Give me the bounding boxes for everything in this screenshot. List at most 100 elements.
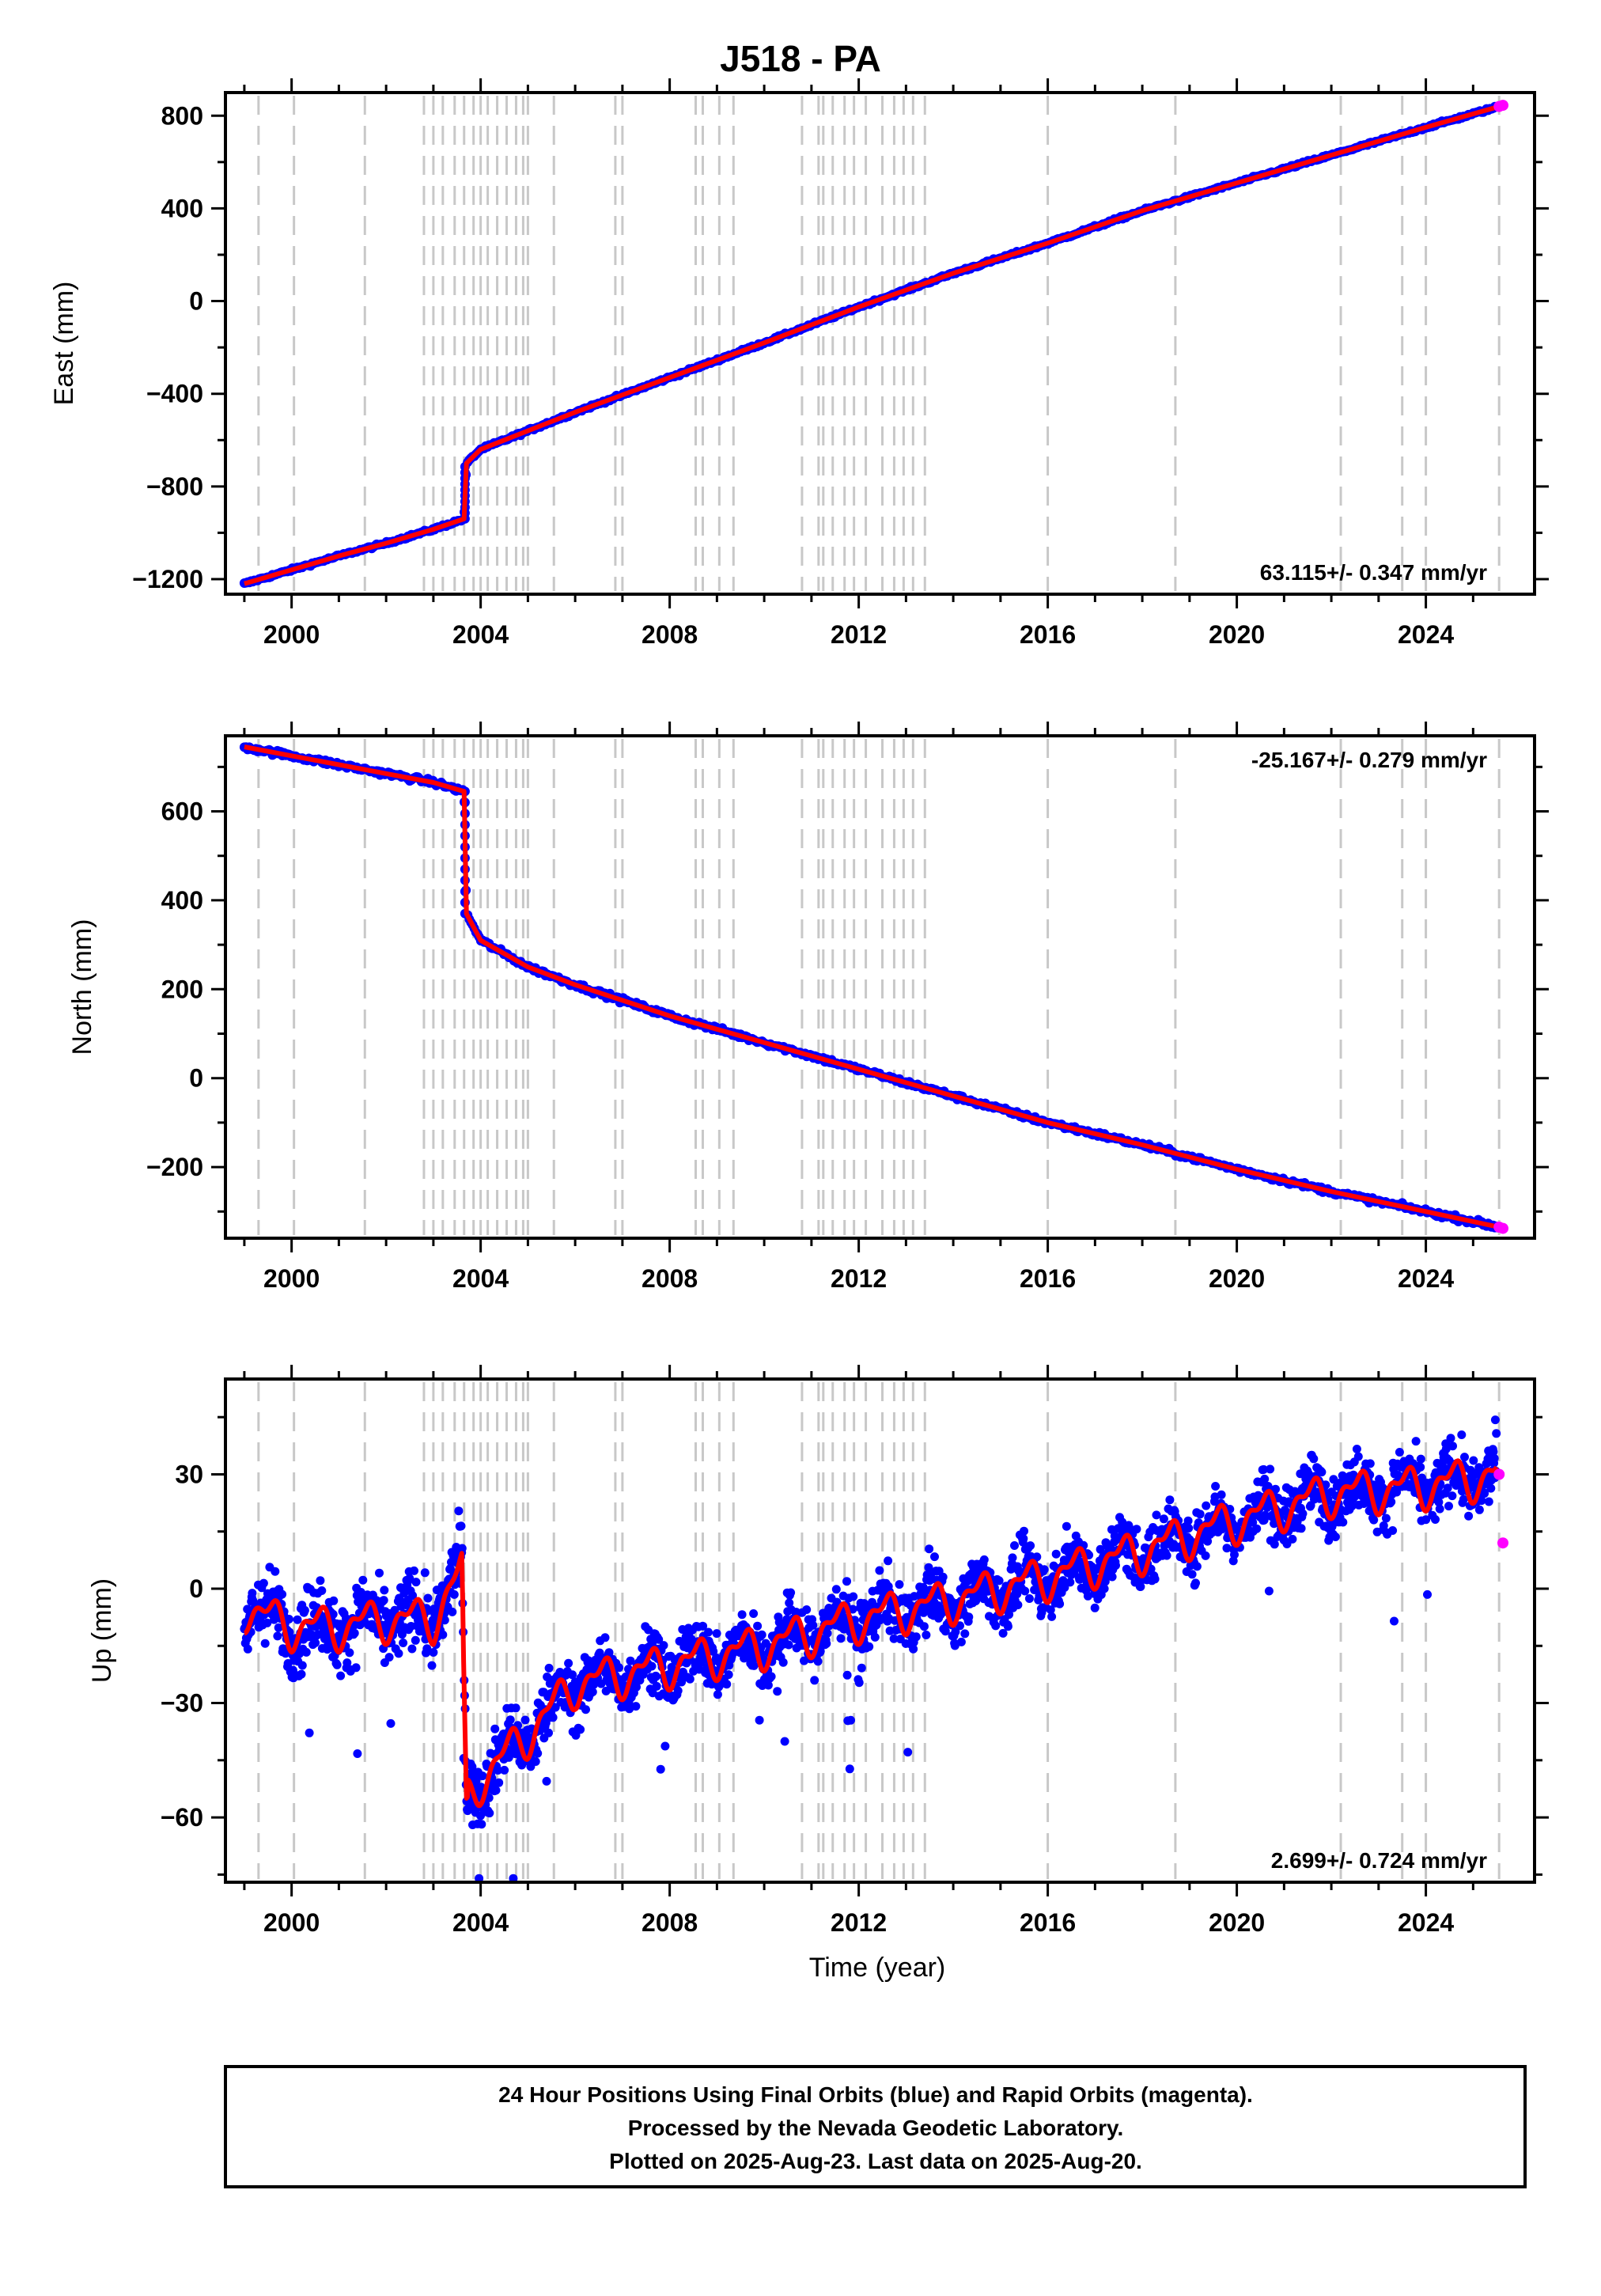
final-orbit-point (763, 1680, 773, 1690)
final-orbit-point (784, 1640, 793, 1650)
panel-frame (224, 734, 1536, 1240)
y-tick-label: −400 (146, 380, 203, 408)
final-orbit-point (604, 1648, 614, 1658)
final-orbit-point (857, 1663, 866, 1673)
final-orbit-point (509, 1874, 518, 1883)
caption-line-3: Plotted on 2025-Aug-23. Last data on 202… (609, 2149, 1142, 2173)
final-orbit-point (938, 1572, 948, 1582)
final-orbit-point (1020, 1526, 1028, 1536)
final-orbit-point (956, 1637, 966, 1646)
final-orbit-point (626, 1656, 635, 1665)
final-orbit-point (316, 1576, 325, 1586)
final-orbit-point (1259, 1464, 1268, 1474)
final-orbit-point (1051, 1549, 1061, 1559)
final-orbit-point (1392, 1487, 1402, 1497)
final-orbit-point (350, 1628, 359, 1638)
final-orbit-point (1369, 1515, 1379, 1525)
final-orbit-point (484, 1793, 494, 1802)
final-orbit-point (520, 1715, 530, 1725)
final-orbit-point (408, 1591, 418, 1601)
final-orbit-point (1329, 1475, 1338, 1484)
final-orbit-point (297, 1661, 307, 1670)
x-tick-label: 2016 (1020, 620, 1076, 649)
final-orbit-point (1191, 1578, 1200, 1588)
final-orbit-point (704, 1627, 713, 1637)
final-orbit-point (1107, 1572, 1117, 1582)
final-orbit-point (924, 1563, 933, 1572)
final-orbit-point (467, 1762, 477, 1771)
final-orbit-point (576, 1725, 585, 1734)
final-orbit-point (652, 1672, 661, 1681)
final-orbit-point (533, 1749, 543, 1758)
final-orbit-point (1202, 1501, 1211, 1510)
final-orbit-point (397, 1630, 407, 1639)
final-orbit-point (311, 1638, 320, 1647)
final-orbit-point (440, 1616, 449, 1625)
final-orbit-point (1353, 1452, 1363, 1461)
rapid-orbit-points (1493, 100, 1508, 112)
final-orbit-point (278, 1589, 287, 1599)
final-orbit-point (1416, 1454, 1425, 1464)
final-orbit-point (865, 1642, 874, 1651)
final-orbit-point (1411, 1437, 1421, 1446)
final-orbit-point (648, 1688, 657, 1698)
final-orbit-point (1187, 1570, 1197, 1579)
final-orbit-point (889, 1634, 899, 1643)
final-orbit-point (259, 1578, 268, 1588)
final-orbit-point (263, 1618, 272, 1627)
final-orbit-point (485, 1809, 494, 1818)
final-orbit-point (1330, 1533, 1340, 1541)
final-orbit-point (1046, 1605, 1055, 1615)
final-orbit-point (490, 1724, 500, 1733)
final-orbit-point (1184, 1524, 1194, 1533)
final-orbit-point (1459, 1495, 1468, 1504)
final-orbit-point (1492, 1429, 1501, 1438)
caption-line-1: 24 Hour Positions Using Final Orbits (bl… (498, 2082, 1253, 2107)
final-orbit-point (343, 1658, 352, 1668)
final-orbit-point (773, 1687, 782, 1696)
final-orbit-point (673, 1686, 683, 1695)
final-orbit-point (305, 1728, 314, 1737)
caption-box (224, 2065, 1527, 2188)
final-orbit-point (1100, 1577, 1110, 1586)
final-orbit-point (1484, 1497, 1493, 1506)
final-orbit-point (544, 1663, 554, 1673)
final-orbit-point (588, 1688, 597, 1696)
final-orbit-point (1421, 1515, 1431, 1525)
final-orbit-point (785, 1598, 794, 1608)
x-tick-label: 2008 (642, 1908, 698, 1937)
final-orbit-point (1201, 1551, 1210, 1560)
x-tick-label: 2004 (452, 1908, 509, 1937)
north-panel: 2000 2004 2008 2012 2016 2020 2024 −200 0 200 400 6… (67, 722, 1549, 1293)
final-orbit-points (239, 101, 1503, 588)
final-orbit-point (429, 1648, 438, 1657)
model-line (244, 104, 1501, 586)
y-tick-label: −200 (146, 1153, 203, 1181)
final-orbit-point (755, 1715, 764, 1725)
final-orbit-point (351, 1663, 361, 1673)
final-orbit-point (660, 1741, 670, 1751)
final-orbit-point (631, 1702, 641, 1711)
final-orbit-point (654, 1635, 664, 1644)
x-tick-label: 2000 (263, 1264, 320, 1293)
final-orbit-point (410, 1566, 418, 1575)
x-tick-label: 2004 (452, 620, 509, 649)
final-orbit-point (712, 1629, 721, 1639)
final-orbit-point (1032, 1552, 1042, 1562)
plot-title: J518 - PA (720, 38, 881, 79)
final-orbit-point (647, 1661, 657, 1671)
final-orbit-point (1298, 1509, 1308, 1518)
final-orbit-point (698, 1621, 708, 1631)
y-tick-label: −800 (146, 472, 203, 501)
final-orbit-point (848, 1605, 857, 1614)
final-orbit-point (1309, 1454, 1319, 1464)
final-orbit-point (722, 1680, 732, 1689)
final-orbit-point (438, 1630, 448, 1639)
final-orbit-point (1395, 1448, 1404, 1457)
final-orbit-point (884, 1556, 893, 1566)
final-orbit-point (1489, 1453, 1499, 1463)
final-orbit-point (625, 1702, 634, 1711)
final-orbit-point (1013, 1601, 1023, 1609)
x-tick-label: 2020 (1209, 620, 1265, 649)
